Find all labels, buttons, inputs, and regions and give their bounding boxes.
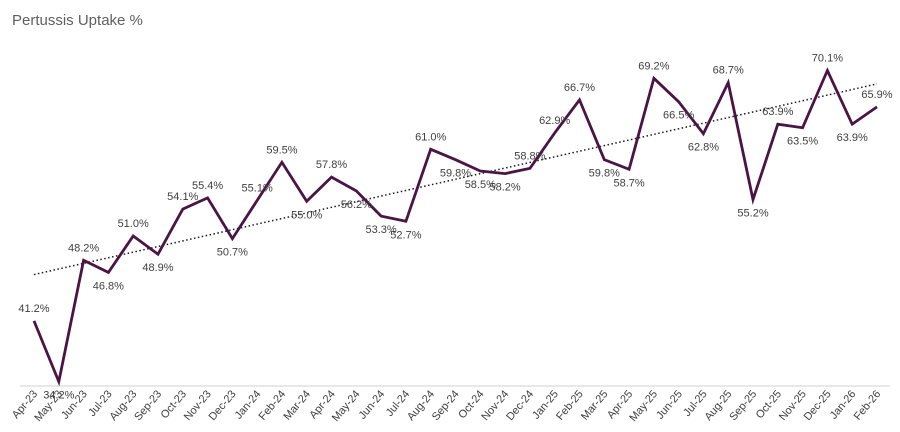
data-label: 34.2%: [43, 390, 74, 402]
data-label: 63.9%: [762, 106, 793, 118]
data-label: 59.5%: [266, 144, 297, 156]
data-label: 69.2%: [638, 60, 669, 72]
x-tick-label: Sep-24: [430, 388, 462, 423]
x-tick-label: Dec-24: [504, 388, 536, 423]
data-label: 41.2%: [18, 303, 49, 315]
x-tick-label: Jun-25: [654, 388, 685, 421]
data-label: 68.7%: [713, 65, 744, 77]
x-tick-label: Sep-25: [727, 388, 759, 423]
data-label: 61.0%: [415, 131, 446, 143]
data-label: 53.3%: [366, 224, 397, 236]
data-label: 63.9%: [837, 132, 868, 144]
data-label: 58.8%: [514, 150, 545, 162]
series-line: [32, 67, 878, 387]
data-label: 70.1%: [812, 52, 843, 64]
data-label: 57.8%: [316, 159, 347, 171]
data-label: 63.5%: [787, 136, 818, 148]
data-label: 55.1%: [242, 182, 273, 194]
chart-title: Pertussis Uptake %: [12, 12, 143, 29]
x-tick-label: Jun-24: [357, 388, 388, 421]
data-label: 62.8%: [688, 142, 719, 154]
data-label: 46.8%: [93, 280, 124, 292]
data-label: 65.9%: [861, 89, 892, 101]
data-label: 59.8%: [589, 168, 620, 180]
data-label: 55.0%: [291, 209, 322, 221]
x-tick-label: Feb-26: [852, 388, 884, 422]
data-label: 55.4%: [192, 180, 223, 192]
data-label: 58.2%: [489, 182, 520, 194]
data-label: 62.9%: [539, 115, 570, 127]
data-label: 51.0%: [118, 218, 149, 230]
data-label: 58.5%: [465, 179, 496, 191]
x-tick-label: Mar-25: [579, 388, 611, 422]
data-label: 55.2%: [737, 208, 768, 220]
data-label: 50.7%: [217, 247, 248, 259]
data-label: 66.5%: [663, 110, 694, 122]
data-label: 48.2%: [68, 242, 99, 254]
data-label: 56.2%: [341, 199, 372, 211]
data-label: 58.7%: [613, 177, 644, 189]
data-label: 66.7%: [564, 82, 595, 94]
data-label: 48.9%: [142, 262, 173, 274]
data-label: 59.8%: [440, 168, 471, 180]
data-label: 52.7%: [390, 229, 421, 241]
x-tick-label: Dec-25: [802, 388, 834, 423]
x-tick-label: Dec-23: [207, 388, 239, 423]
x-tick-label: Sep-23: [132, 388, 164, 423]
data-label: 54.1%: [167, 191, 198, 203]
x-tick-label: Mar-24: [281, 388, 313, 422]
